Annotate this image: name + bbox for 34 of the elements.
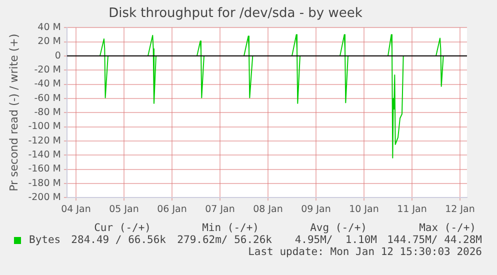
text: 279.62m/ 56.26k (177, 234, 272, 246)
text: Avg (-/+) (310, 222, 367, 234)
text: Last update: Mon Jan 12 15:30:03 2026 (248, 246, 482, 258)
x-tick-label: 05 Jan (109, 204, 139, 215)
x-tick-label: 07 Jan (205, 204, 235, 215)
x-tick-label: 06 Jan (157, 204, 187, 215)
y-tick-label: -120 M (28, 135, 61, 146)
y-tick-label: -180 M (28, 178, 61, 189)
y-tick-label: -100 M (28, 121, 61, 132)
y-tick-label: 20 M (38, 36, 61, 48)
y-tick-label: -40 M (34, 78, 61, 90)
y-tick-label: -140 M (28, 150, 61, 161)
text: 284.49 / 66.56k (71, 234, 166, 246)
y-tick-label: -60 M (34, 92, 61, 104)
text: Max (-/+) (419, 222, 476, 234)
x-tick-label: 12 Jan (445, 204, 475, 215)
y-tick-label: -80 M (34, 107, 61, 118)
y-tick-label: 0 (54, 50, 61, 62)
x-tick-label: 10 Jan (349, 204, 379, 215)
y-axis-title: Pr second read (-) / write (+) (7, 34, 20, 192)
x-tick-label: 04 Jan (61, 204, 91, 215)
text: 144.75M/ 44.28M (387, 234, 482, 246)
x-tick-label: 08 Jan (253, 204, 283, 215)
x-tick-label: 09 Jan (301, 204, 331, 215)
y-tick-label: 40 M (38, 22, 61, 34)
chart-title: Disk throughput for /dev/sda - by week (108, 6, 363, 22)
x-tick-label: 11 Jan (397, 204, 427, 215)
y-tick-label: -20 M (34, 64, 61, 76)
legend-label: Bytes (29, 234, 61, 246)
y-tick-label: -200 M (28, 192, 61, 204)
text: 4.95M/ 1.10M (294, 234, 377, 246)
text: Min (-/+) (202, 222, 259, 234)
y-tick-label: -160 M (28, 164, 61, 175)
text: Cur (-/+) (94, 222, 151, 234)
